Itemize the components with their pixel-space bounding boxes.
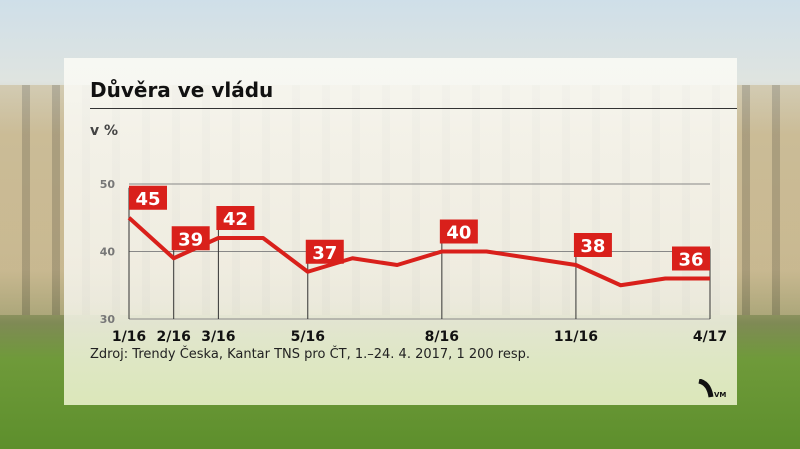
x-tick-label: 5/16	[291, 329, 325, 345]
title-divider	[90, 108, 737, 109]
data-label: 38	[580, 236, 605, 257]
data-label: 45	[135, 189, 160, 210]
data-label-box	[305, 239, 344, 264]
data-label: 40	[446, 223, 471, 244]
x-tick-label: 11/16	[554, 329, 598, 345]
y-tick-label: 50	[100, 178, 116, 191]
data-label-box	[216, 206, 255, 230]
data-label-box	[672, 246, 710, 271]
data-label: 39	[178, 229, 203, 250]
data-label-box	[573, 233, 612, 257]
data-label: 42	[223, 209, 248, 230]
x-tick-label: 4/17	[693, 329, 727, 345]
svg-text:VM: VM	[714, 391, 726, 399]
x-tick-label: 2/16	[157, 329, 191, 345]
y-tick-label: 30	[100, 313, 116, 326]
data-label: 36	[678, 250, 703, 271]
x-tick-label: 3/16	[201, 329, 235, 345]
data-label-box	[439, 219, 478, 244]
broadcaster-logo: VM	[697, 379, 727, 399]
series-line	[127, 216, 710, 288]
y-tick-label: 40	[100, 246, 116, 259]
x-tick-label: 8/16	[425, 329, 459, 345]
chart-panel: Důvěra ve vládu v % 30 40 50 1/16 2/16 3/16 5/…	[64, 58, 737, 405]
chart-title: Důvěra ve vládu	[90, 78, 274, 102]
line-chart: 30 40 50 1/16 2/16 3/16 5/16 8/16 11/16 4/17 45 39 4…	[100, 178, 727, 345]
data-label-box	[171, 226, 210, 251]
source-note: Zdroj: Trendy Česka, Kantar TNS pro ČT, …	[90, 347, 531, 362]
data-label-box	[129, 185, 167, 210]
y-axis-label: v %	[90, 123, 119, 139]
x-tick-label: 1/16	[112, 329, 146, 345]
data-label: 37	[312, 243, 337, 264]
